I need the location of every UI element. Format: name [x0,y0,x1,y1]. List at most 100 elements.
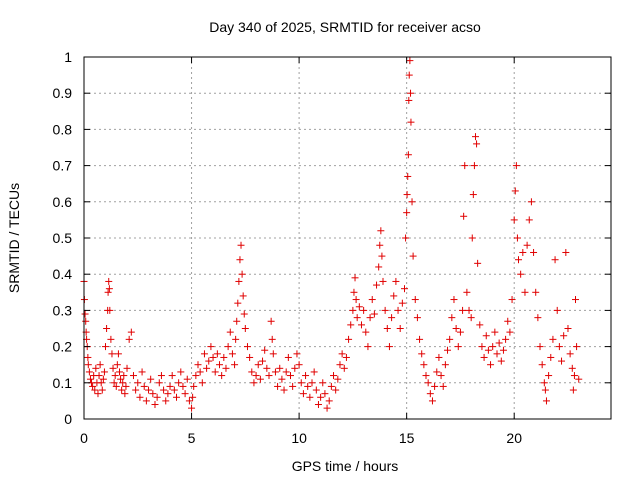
data-point [84,353,92,361]
data-point [238,270,246,278]
data-point [172,393,180,401]
data-point [276,364,284,372]
data-point [407,89,415,97]
data-point [164,390,172,398]
data-point [504,317,512,325]
data-point [235,277,243,285]
data-point [100,368,108,376]
data-point [377,227,385,235]
data-point [94,390,102,398]
data-point [304,382,312,390]
data-point [138,368,146,376]
data-point [236,256,244,264]
data-point [291,364,299,372]
data-point [224,343,232,351]
data-point [530,248,538,256]
data-point [349,306,357,314]
x-tick-label: 20 [506,430,522,446]
data-point [256,375,264,383]
data-point [263,364,271,372]
data-point [145,386,153,394]
data-point [352,296,360,304]
data-point [189,393,197,401]
data-point [222,364,230,372]
data-point [336,361,344,369]
data-point [177,368,185,376]
data-point [330,372,338,380]
data-point [334,375,342,383]
data-point [190,382,198,390]
data-point [118,386,126,394]
data-point [444,346,452,354]
data-point [302,372,310,380]
data-point [355,303,363,311]
data-point [392,277,400,285]
data-point [536,343,544,351]
y-tick-label: 0.9 [53,85,73,101]
y-tick-label: 0.8 [53,121,73,137]
data-point [470,162,478,170]
data-point [357,321,365,329]
data-point [473,140,481,148]
data-point [450,296,458,304]
data-point [120,372,128,380]
chart-title: Day 340 of 2025, SRMTID for receiver acs… [209,19,481,35]
data-point [308,379,316,387]
y-tick-label: 0.1 [53,375,73,391]
x-tick-label: 10 [291,430,307,446]
data-point [525,216,533,224]
data-point [232,335,240,343]
data-point [347,321,355,329]
data-point [240,310,248,318]
data-point [378,252,386,260]
data-point [519,248,527,256]
data-point [513,234,521,242]
data-point [207,343,215,351]
data-point [121,390,129,398]
data-point [268,335,276,343]
data-point [194,361,202,369]
data-point [196,368,204,376]
data-point [441,361,449,369]
axis-ticks: 0 5 10 15 20 0 0.1 0.2 0.3 0.4 0.5 0.6 0.7 0.8 0.9 1 [53,49,611,446]
data-point [147,375,155,383]
data-point [478,343,486,351]
data-point [321,390,329,398]
data-point [231,361,239,369]
data-point [319,379,327,387]
data-point [284,353,292,361]
data-point [461,162,469,170]
data-point [312,386,320,394]
data-point [471,133,479,141]
data-point [460,212,468,220]
data-point [95,372,103,380]
data-point [299,390,307,398]
data-point [140,382,148,390]
data-point [424,379,432,387]
data-point [437,372,445,380]
data-point [360,306,368,314]
data-point [254,361,262,369]
data-point [480,353,488,361]
data-point [127,328,135,336]
data-point [376,241,384,249]
data-point [511,187,519,195]
data-point [246,353,254,361]
data-point [282,368,290,376]
data-point [350,288,358,296]
data-point [265,372,273,380]
data-point [366,314,374,322]
data-point [523,241,531,249]
data-point [454,343,462,351]
data-point [155,379,163,387]
data-point [179,382,187,390]
data-point [502,335,510,343]
data-point [560,332,568,340]
data-point [104,288,112,296]
data-point [170,386,178,394]
data-point [269,350,277,358]
data-point [125,335,133,343]
data-point [527,198,535,206]
data-point [517,270,525,278]
data-point [248,368,256,376]
